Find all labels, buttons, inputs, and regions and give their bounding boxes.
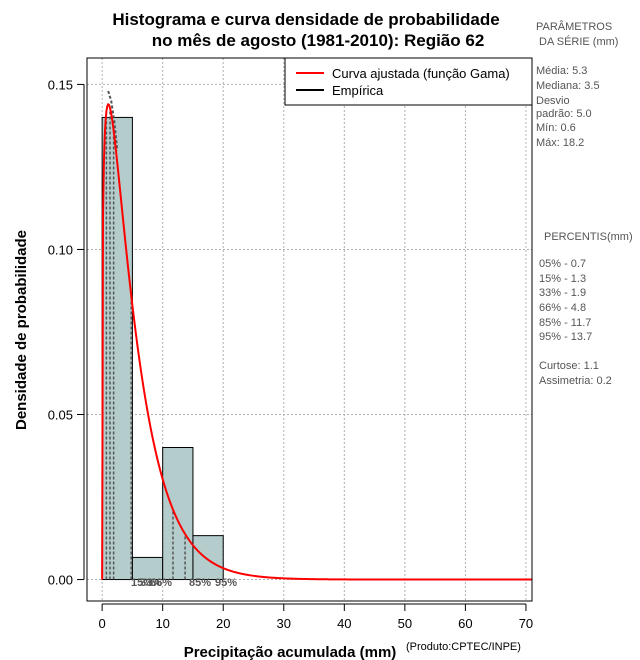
y-axis-title: Densidade de probabilidade (13, 230, 30, 430)
param-media: Média: 5.3 (536, 65, 587, 77)
legend-gamma-label: Curva ajustada (função Gama) (332, 66, 510, 81)
y-tick-label: 0.05 (48, 407, 73, 422)
grid-lines (87, 58, 532, 601)
y-tick-label: 0.15 (48, 77, 73, 92)
params-title-2: DA SÉRIE (mm) (539, 35, 618, 48)
percentil-85: 85% - 11.7 (539, 317, 591, 329)
legend-box (284, 57, 533, 106)
x-tick-label: 40 (337, 616, 351, 631)
chart-title-line2: no mês de agosto (1981-2010): Região 62 (152, 31, 485, 50)
empirical-line (107, 90, 119, 151)
x-tick-label: 30 (277, 616, 291, 631)
param-max: Máx: 18.2 (536, 137, 584, 149)
y-axis: 0.00 0.05 0.10 0.15 (48, 77, 85, 588)
chart-title-line1: Histograma e curva densidade de probabil… (112, 10, 499, 29)
percentil-15: 15% - 1.3 (539, 273, 586, 285)
x-axis: 0 10 20 30 40 50 60 70 (99, 603, 533, 631)
x-tick-label: 20 (216, 616, 230, 631)
percentil-66: 66% - 4.8 (539, 302, 586, 314)
histogram-bar (192, 535, 224, 581)
histogram-bars (101, 116, 224, 581)
x-tick-label: 50 (398, 616, 412, 631)
percentil-05: 05% - 0.7 (539, 258, 586, 270)
percentile-markers (105, 107, 186, 580)
param-mediana: Mediana: 3.5 (536, 80, 600, 92)
params-title-1: PARÂMETROS (536, 20, 612, 33)
side-panel: PARÂMETROS DA SÉRIE (mm) Média: 5.3 Medi… (536, 20, 633, 387)
x-tick-label: 70 (519, 616, 533, 631)
param-desvio-1: Desvio (536, 95, 570, 107)
x-tick-label: 10 (155, 616, 169, 631)
percentile-marker-label: 85% (189, 577, 211, 589)
histogram-bar (101, 116, 133, 581)
percentil-95: 95% - 13.7 (539, 331, 592, 343)
x-axis-title: Precipitação acumulada (mm) (184, 644, 397, 660)
legend-empirical-label: Empírica (332, 83, 384, 98)
percentil-33: 33% - 1.9 (539, 287, 586, 299)
percentile-marker-label: 66% (150, 577, 172, 589)
param-desvio-2: padrão: 5.0 (536, 108, 592, 120)
legend: Curva ajustada (função Gama) Empírica (284, 57, 533, 106)
y-tick-label: 0.10 (48, 242, 73, 257)
percentile-marker-label: 95% (215, 577, 237, 589)
stat-curtose: Curtose: 1.1 (539, 360, 599, 372)
x-tick-label: 60 (458, 616, 472, 631)
credit-text: (Produto:CPTEC/INPE) (406, 641, 521, 653)
param-min: Mín: 0.6 (536, 122, 576, 134)
gamma-curve-line (101, 102, 532, 581)
percentile-marker-label: 33% (140, 577, 162, 589)
percentile-marker-label: 15% (131, 577, 153, 589)
percentis-title: PERCENTIS(mm) (544, 231, 633, 243)
x-tick-label: 0 (99, 616, 106, 631)
percentile-marker-labels: 15%33%66% 85% 95% (131, 577, 237, 589)
y-tick-label: 0.00 (48, 573, 73, 588)
gamma-curve-series (101, 102, 532, 581)
stat-assimetria: Assimetria: 0.2 (539, 375, 612, 387)
histogram-bar (162, 447, 194, 581)
empirical-series (107, 90, 119, 151)
